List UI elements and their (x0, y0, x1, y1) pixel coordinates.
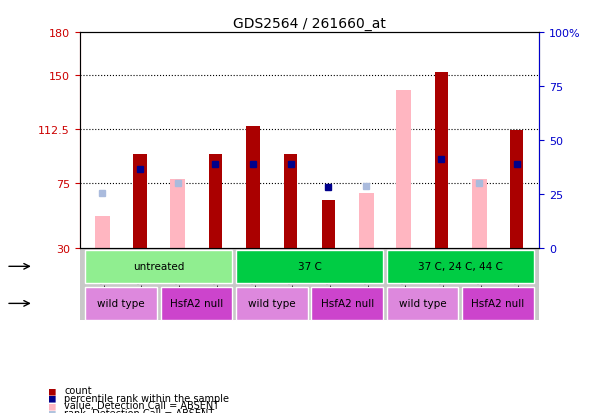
Text: ■: ■ (49, 393, 56, 403)
Text: wild type: wild type (97, 299, 145, 309)
Text: ■: ■ (49, 400, 56, 410)
FancyBboxPatch shape (85, 287, 157, 320)
Bar (284, 155, 297, 248)
Text: HsfA2 null: HsfA2 null (170, 299, 223, 309)
Bar (134, 155, 147, 248)
FancyBboxPatch shape (236, 250, 383, 283)
Bar (435, 73, 448, 248)
Bar (322, 201, 335, 248)
Title: GDS2564 / 261660_at: GDS2564 / 261660_at (233, 17, 386, 31)
Text: untreated: untreated (133, 262, 185, 272)
FancyBboxPatch shape (236, 287, 308, 320)
Text: wild type: wild type (248, 299, 295, 309)
Bar (359, 194, 374, 248)
Text: HsfA2 null: HsfA2 null (321, 299, 374, 309)
Text: percentile rank within the sample: percentile rank within the sample (64, 393, 229, 403)
Bar (80, 248, 539, 320)
Bar (246, 126, 260, 248)
FancyBboxPatch shape (387, 287, 459, 320)
FancyBboxPatch shape (311, 287, 383, 320)
Text: count: count (64, 385, 92, 395)
FancyBboxPatch shape (387, 250, 534, 283)
Text: wild type: wild type (399, 299, 446, 309)
FancyBboxPatch shape (161, 287, 232, 320)
Text: 37 C, 24 C, 44 C: 37 C, 24 C, 44 C (418, 262, 503, 272)
Bar (170, 179, 185, 248)
Text: 37 C: 37 C (298, 262, 321, 272)
Bar (471, 179, 487, 248)
Text: HsfA2 null: HsfA2 null (471, 299, 525, 309)
Bar (209, 155, 222, 248)
Bar (510, 131, 524, 248)
Text: ■: ■ (49, 385, 56, 395)
Text: rank, Detection Call = ABSENT: rank, Detection Call = ABSENT (64, 408, 215, 413)
Text: ■: ■ (49, 408, 56, 413)
FancyBboxPatch shape (462, 287, 534, 320)
Bar (396, 90, 411, 248)
Bar (95, 217, 110, 248)
Text: value, Detection Call = ABSENT: value, Detection Call = ABSENT (64, 400, 219, 410)
FancyBboxPatch shape (85, 250, 232, 283)
